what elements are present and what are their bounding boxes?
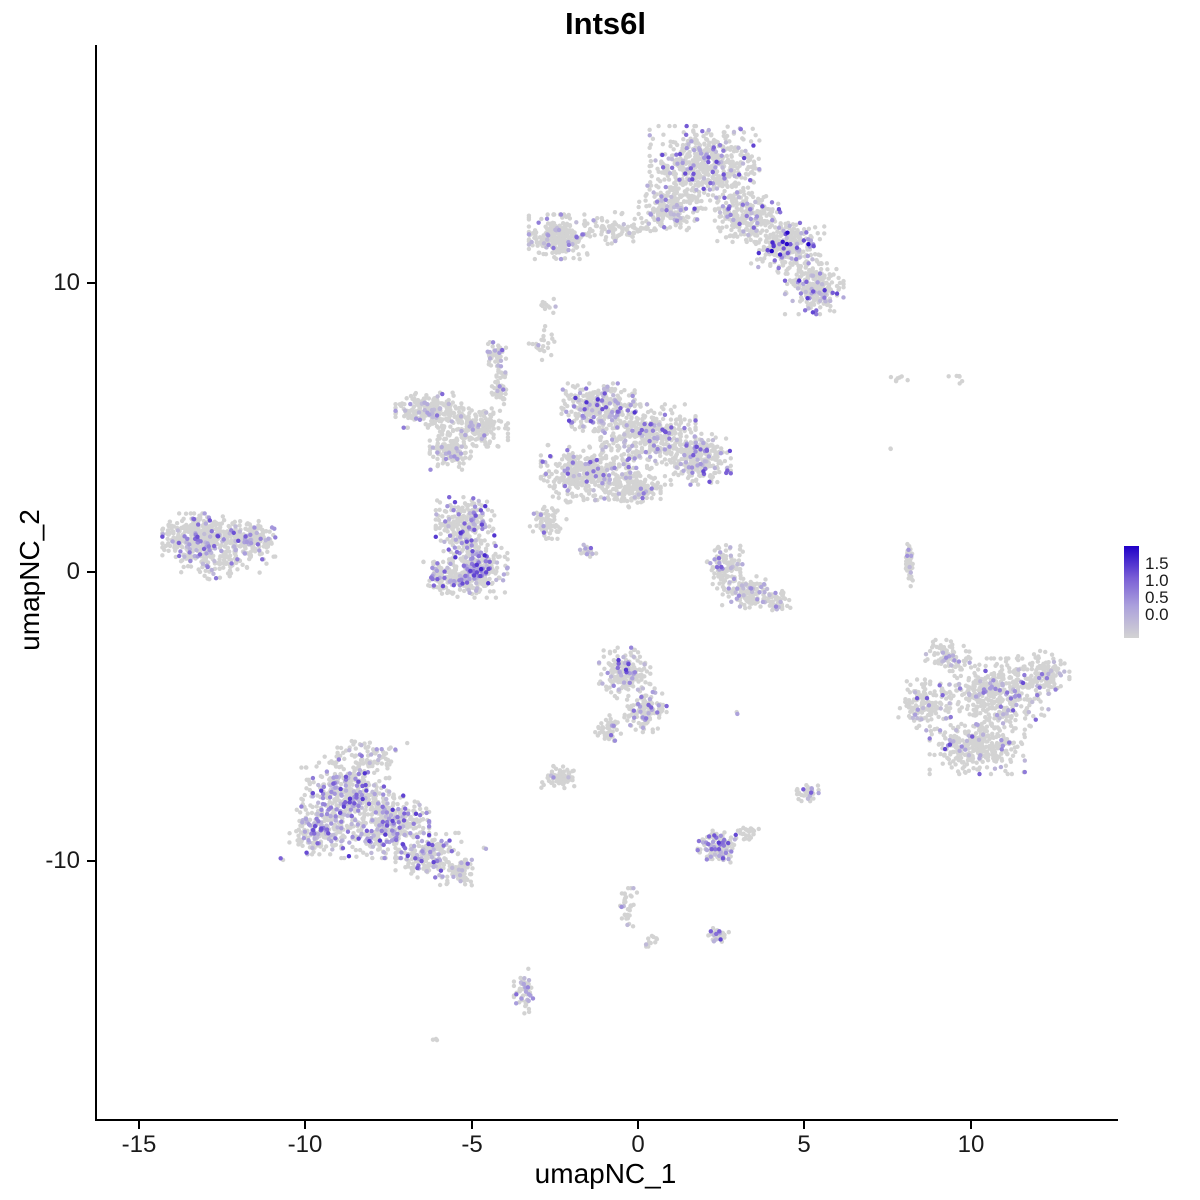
expression-color-legend: 1.5 1.0 0.5 0.0 (1124, 546, 1198, 646)
x-axis-title: umapNC_1 (534, 1158, 677, 1189)
x-tick-label: 0 (631, 1131, 645, 1158)
legend-tick-label: 0.0 (1145, 605, 1169, 624)
x-tick-mark (471, 1121, 473, 1129)
y-tick-mark (87, 571, 95, 573)
legend-tick-label: 1.0 (1145, 571, 1169, 590)
x-tick-label: -5 (461, 1131, 483, 1158)
y-tick-label: 10 (53, 269, 80, 296)
y-tick-mark (87, 282, 95, 284)
x-tick-mark (803, 1121, 805, 1129)
y-tick-label: 0 (66, 558, 80, 585)
legend-tick-label: 1.5 (1145, 554, 1169, 573)
y-tick-label: -10 (45, 847, 80, 874)
plot-axes-frame (95, 45, 1118, 1121)
x-tick-label: 10 (957, 1131, 985, 1158)
plot-title: Ints6l (565, 6, 646, 41)
x-tick-mark (970, 1121, 972, 1129)
x-tick-label: 5 (797, 1131, 811, 1158)
y-axis-title: umapNC_2 (14, 509, 45, 651)
x-tick-label: -15 (121, 1131, 157, 1158)
x-tick-mark (138, 1121, 140, 1129)
x-tick-mark (304, 1121, 306, 1129)
y-tick-mark (87, 860, 95, 862)
x-tick-label: -10 (287, 1131, 323, 1158)
x-tick-mark (637, 1121, 639, 1129)
color-gradient-bar (1124, 546, 1139, 638)
legend-tick-label: 0.5 (1145, 588, 1169, 607)
